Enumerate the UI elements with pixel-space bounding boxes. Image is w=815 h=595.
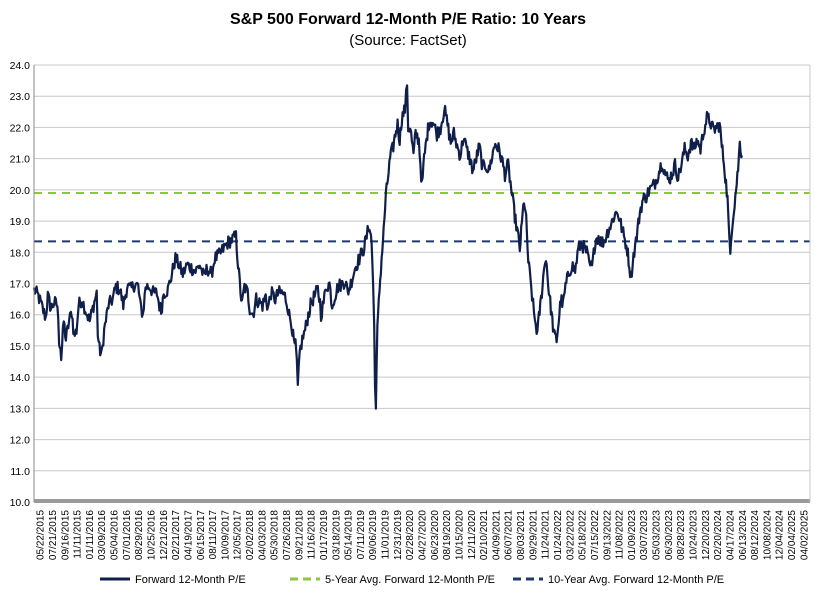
x-tick-label: 09/06/2019: [368, 510, 379, 560]
x-tick-label: 04/09/2021: [491, 510, 502, 560]
x-tick-label: 01/09/2023: [627, 510, 638, 560]
x-tick-label: 11/01/2019: [381, 510, 392, 560]
y-tick-label: 24.0: [10, 60, 31, 72]
y-tick-label: 10.0: [10, 497, 31, 509]
chart-subtitle: (Source: FactSet): [349, 32, 467, 49]
y-tick-label: 22.0: [10, 122, 31, 134]
y-tick-label: 19.0: [10, 216, 31, 228]
x-tick-label: 08/03/2021: [516, 510, 527, 560]
x-tick-label: 12/11/2020: [467, 510, 478, 560]
x-tick-label: 03/18/2019: [331, 510, 342, 560]
y-tick-label: 13.0: [10, 403, 31, 415]
x-tick-label: 07/26/2018: [282, 510, 293, 560]
x-tick-label: 10/24/2023: [688, 510, 699, 560]
x-tick-label: 04/27/2020: [418, 510, 429, 560]
x-tick-label: 03/09/2016: [97, 510, 108, 560]
x-tick-label: 04/02/2025: [799, 510, 810, 560]
x-tick-label: 11/11/2015: [73, 510, 84, 559]
x-tick-label: 07/21/2015: [48, 510, 59, 560]
axes: [33, 65, 811, 503]
x-tick-label: 07/01/2016: [122, 510, 133, 560]
x-tick-label: 10/15/2020: [454, 510, 465, 560]
x-tick-label: 06/13/2024: [738, 510, 749, 560]
y-tick-label: 17.0: [10, 279, 31, 291]
y-tick-label: 18.0: [10, 247, 31, 259]
x-tick-label: 12/05/2017: [233, 510, 244, 560]
x-tick-label: 02/20/2024: [713, 510, 724, 560]
x-tick-label: 09/13/2022: [602, 510, 613, 560]
legend-label: 10-Year Avg. Forward 12-Month P/E: [548, 574, 724, 586]
x-tick-label: 06/15/2017: [196, 510, 207, 560]
x-tick-label: 04/19/2017: [183, 510, 194, 560]
pe-ratio-line: [32, 84, 744, 410]
x-tick-label: 02/28/2020: [405, 510, 416, 560]
x-tick-label: 06/07/2021: [504, 510, 515, 560]
y-tick-label: 15.0: [10, 341, 31, 353]
x-tick-label: 09/21/2018: [294, 510, 305, 560]
x-tick-label: 05/18/2022: [578, 510, 589, 560]
y-tick-label: 20.0: [10, 185, 31, 197]
x-tick-label: 06/30/2023: [664, 510, 675, 560]
x-tick-label: 02/21/2017: [171, 510, 182, 560]
legend-label: Forward 12-Month P/E: [135, 574, 246, 586]
y-tick-label: 14.0: [10, 372, 31, 384]
x-tick-label: 08/11/2017: [208, 510, 219, 560]
series-layer: [32, 84, 810, 410]
x-tick-label: 05/22/2015: [36, 510, 47, 560]
x-tick-label: 03/22/2022: [565, 510, 576, 560]
x-tick-label: 12/31/2019: [393, 510, 404, 560]
x-tick-label: 03/07/2023: [639, 510, 650, 560]
x-tick-label: 05/30/2018: [270, 510, 281, 560]
x-tick-label: 02/10/2021: [479, 510, 490, 560]
x-tick-label: 09/29/2021: [528, 510, 539, 560]
x-axis-bar: [34, 499, 810, 503]
x-tick-label: 04/03/2018: [257, 510, 268, 560]
x-tick-label: 02/02/2018: [245, 510, 256, 560]
x-tick-label: 10/08/2024: [762, 510, 773, 560]
y-tick-label: 16.0: [10, 310, 31, 322]
x-tick-label: 12/21/2016: [159, 510, 170, 560]
y-tick-label: 11.0: [10, 466, 30, 478]
x-tick-label: 10/25/2016: [147, 510, 158, 560]
x-tick-label: 05/14/2019: [344, 510, 355, 560]
y-tick-label: 21.0: [10, 154, 31, 166]
x-tick-label: 05/03/2023: [652, 510, 663, 560]
x-tick-label: 04/17/2024: [725, 510, 736, 560]
x-tick-label: 07/15/2022: [590, 510, 601, 560]
x-tick-label: 11/08/2022: [615, 510, 626, 560]
x-tick-label: 12/04/2024: [775, 510, 786, 560]
x-tick-label: 01/11/2016: [85, 510, 96, 560]
y-axis-ticks: 10.0 11.0 12.0 13.0 14.0 15.0 16.0 17.0 18.0 19.0…: [10, 60, 31, 509]
x-tick-label: 08/12/2024: [750, 510, 761, 560]
x-tick-label: 10/09/2017: [220, 510, 231, 560]
x-tick-label: 07/11/2019: [356, 510, 367, 560]
x-tick-label: 08/29/2016: [134, 510, 145, 560]
x-tick-label: 09/16/2015: [60, 510, 71, 560]
x-tick-label: 05/04/2016: [110, 510, 121, 560]
x-tick-label: 08/28/2023: [676, 510, 687, 560]
y-tick-label: 12.0: [10, 435, 31, 447]
x-tick-label: 11/16/2018: [307, 510, 318, 560]
grid-lines: [34, 64, 810, 472]
x-tick-label: 11/24/2021: [541, 510, 552, 560]
x-tick-label: 02/04/2025: [787, 510, 798, 560]
chart-title: S&P 500 Forward 12-Month P/E Ratio: 10 Y…: [230, 11, 586, 28]
x-tick-label: 01/24/2022: [553, 510, 564, 560]
x-tick-label: 08/19/2020: [442, 510, 453, 560]
legend: Forward 12-Month P/E 5-Year Avg. Forward …: [100, 574, 724, 586]
y-tick-label: 23.0: [10, 91, 31, 103]
x-tick-label: 12/20/2023: [701, 510, 712, 560]
x-tick-label: 06/23/2020: [430, 510, 441, 560]
x-tick-label: 01/17/2019: [319, 510, 330, 560]
x-axis-ticks: 05/22/2015 07/21/2015 09/16/2015 11/11/2015…: [36, 510, 811, 560]
legend-label: 5-Year Avg. Forward 12-Month P/E: [325, 574, 495, 586]
